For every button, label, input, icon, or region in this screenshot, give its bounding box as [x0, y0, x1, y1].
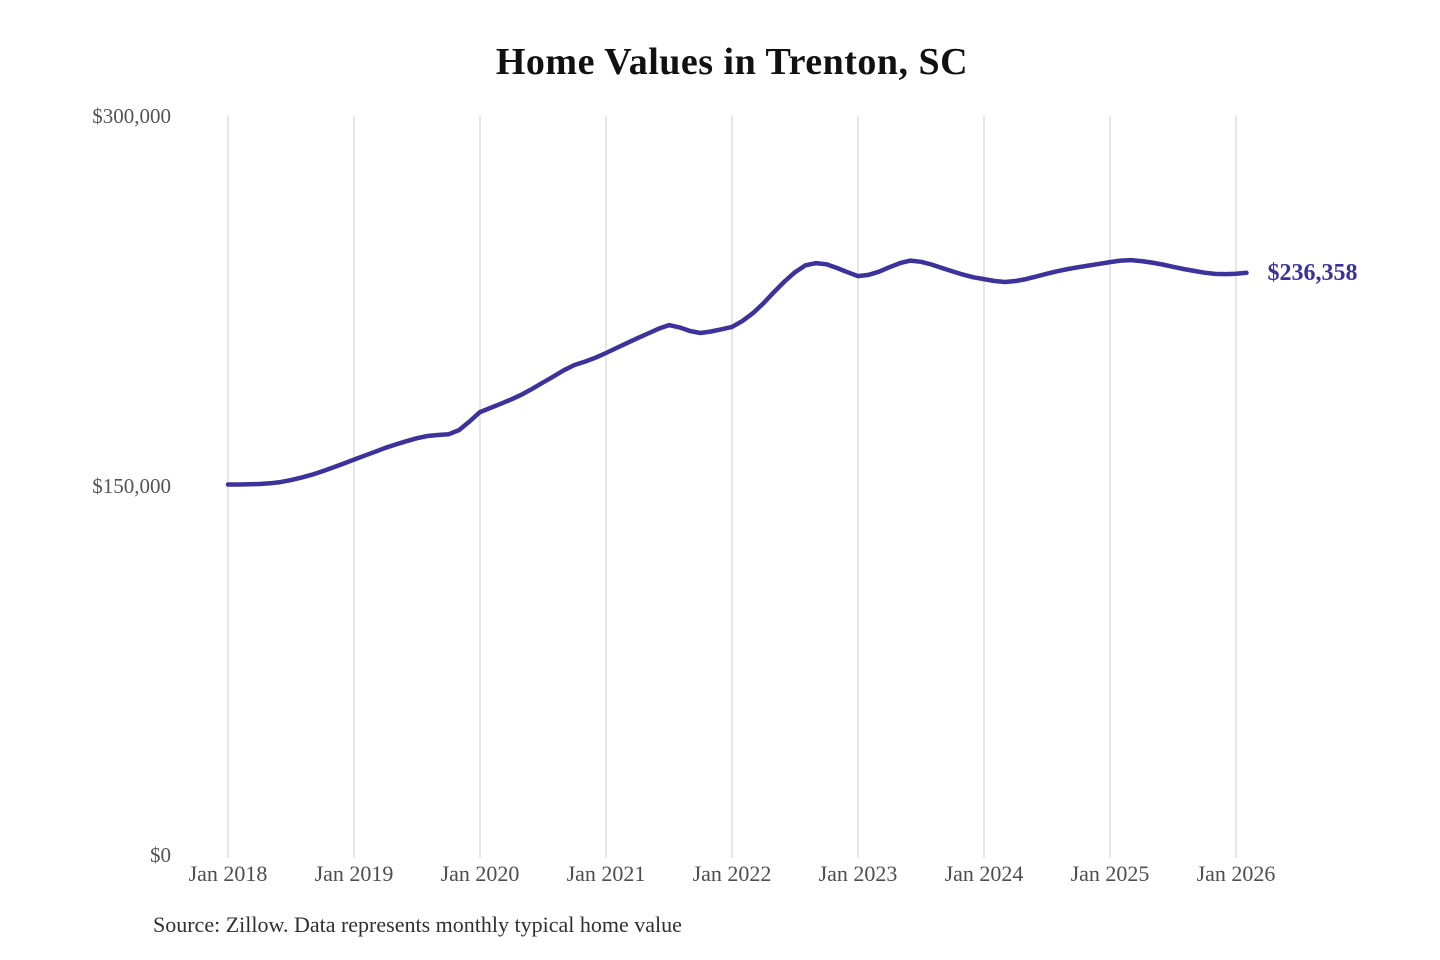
home-value-line: [225, 257, 1249, 487]
chart-title: Home Values in Trenton, SC: [495, 41, 969, 83]
x-tick-label: Jan 2026: [1196, 861, 1276, 886]
x-tick-label: Jan 2018: [188, 861, 268, 886]
source-note: Source: Zillow. Data represents monthly …: [153, 912, 682, 937]
y-tick-label: $150,000: [92, 473, 171, 498]
y-tick-label: $300,000: [92, 104, 171, 128]
x-tick-label: Jan 2024: [944, 861, 1024, 886]
gridlines-group: [227, 116, 1237, 858]
x-tick-label: Jan 2022: [692, 861, 772, 886]
x-tick-label: Jan 2023: [818, 861, 898, 886]
x-tick-label: Jan 2019: [314, 861, 394, 886]
x-tick-label: Jan 2020: [440, 861, 520, 886]
x-tick-label: Jan 2025: [1070, 861, 1150, 886]
current-value-label: $236,358: [1267, 259, 1358, 286]
y-tick-label: $0: [150, 843, 171, 867]
x-tick-label: Jan 2021: [566, 861, 646, 886]
